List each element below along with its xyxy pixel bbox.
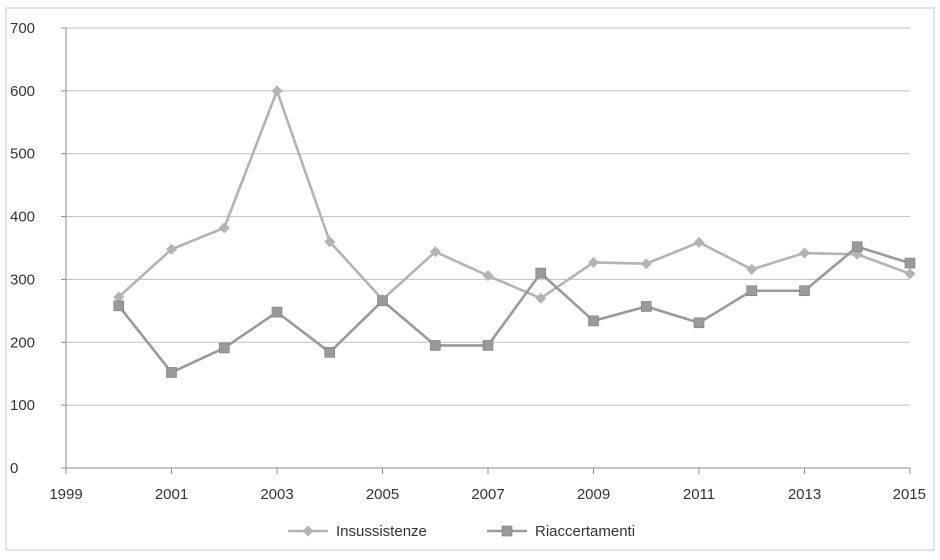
y-tick-label: 600 (10, 83, 35, 100)
data-point (482, 270, 494, 282)
legend-swatch-marker (501, 525, 513, 537)
data-point (113, 300, 125, 312)
data-point (324, 347, 336, 358)
data-point (271, 306, 283, 318)
series-line (117, 89, 911, 301)
data-point (377, 295, 388, 307)
data-point (218, 342, 230, 354)
data-point (799, 285, 810, 297)
legend-label: Insussistenze (336, 523, 427, 540)
data-point (693, 236, 705, 248)
legend-item-riaccertamenti: Riaccertamenti (487, 523, 635, 540)
series-line (117, 245, 911, 374)
gridlines (66, 27, 910, 406)
x-tick-label: 2013 (788, 486, 821, 503)
series-riaccertamenti (113, 241, 916, 378)
legend-label: Riaccertamenti (535, 523, 635, 540)
data-point (640, 258, 652, 270)
y-tick-label: 0 (10, 460, 18, 477)
data-point (535, 292, 547, 304)
legend-item-insussistenze: Insussistenze (288, 523, 427, 540)
y-tick-label: 100 (10, 397, 35, 414)
x-tick-label: 2001 (155, 486, 188, 503)
data-point (482, 340, 494, 351)
data-point (904, 268, 916, 280)
data-point (218, 222, 230, 234)
y-tick-label: 200 (10, 334, 35, 351)
x-tick-label: 2003 (260, 486, 293, 503)
x-tick-label: 2011 (683, 486, 715, 503)
x-tick-label: 2009 (577, 486, 610, 503)
data-point (271, 85, 283, 97)
y-tick-label: 500 (10, 146, 35, 163)
legend-swatch-marker (302, 525, 314, 537)
axes (61, 27, 911, 474)
data-point (429, 340, 441, 351)
data-point (166, 243, 177, 255)
x-tick-label: 2007 (471, 486, 504, 503)
data-point (693, 317, 705, 329)
data-point (113, 291, 125, 303)
data-point (799, 247, 810, 259)
data-point (588, 315, 599, 327)
series-group (113, 85, 916, 378)
x-tick-label: 2005 (366, 486, 399, 503)
x-tick-label: 1999 (49, 486, 82, 503)
legend: Insussistenze Riaccertamenti (288, 523, 635, 540)
data-point (429, 246, 441, 258)
data-point (166, 367, 177, 378)
y-tick-label: 400 (10, 209, 35, 226)
data-point (746, 285, 758, 297)
data-point (324, 236, 336, 248)
y-tick-labels: 0 100 200 300 400 500 600 700 (10, 20, 35, 477)
data-point (746, 263, 758, 275)
y-tick-label: 700 (10, 20, 35, 37)
data-point (640, 301, 652, 312)
data-point (904, 257, 916, 269)
x-tick-labels: 1999 2001 2003 2005 2007 2009 2011 2013 2015 (49, 486, 926, 503)
y-tick-label: 300 (10, 271, 35, 288)
series-insussistenze (113, 85, 916, 306)
x-tick-label: 2015 (893, 486, 926, 503)
data-point (535, 267, 547, 279)
data-point (851, 241, 863, 253)
data-point (588, 256, 599, 268)
